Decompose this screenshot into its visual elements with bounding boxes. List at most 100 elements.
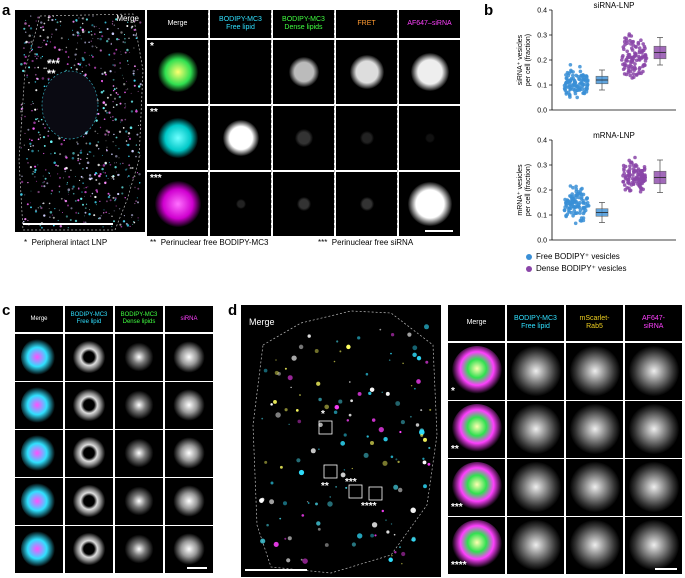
overview-puncta: [115, 92, 118, 94]
overview-puncta: [113, 52, 116, 55]
panel-c-spot: [21, 482, 57, 520]
overview-puncta: [399, 546, 401, 548]
panel-a-tile: [336, 106, 397, 170]
overview-puncta: [47, 79, 50, 81]
overview-puncta: [71, 156, 75, 160]
overview-puncta: [85, 131, 88, 134]
overview-puncta: [85, 186, 88, 189]
chart-point: [643, 46, 647, 51]
overview-puncta: [112, 174, 115, 178]
overview-puncta: [393, 533, 396, 536]
overview-puncta: [135, 200, 137, 203]
overview-puncta: [95, 204, 97, 206]
overview-puncta: [73, 64, 76, 67]
overview-puncta: [34, 169, 36, 171]
chart-point: [568, 206, 572, 210]
overview-puncta: [65, 166, 68, 170]
chart-tick-label: 0.0: [537, 238, 547, 245]
overview-puncta: [121, 186, 124, 189]
panel-a-row-star: ***: [150, 173, 162, 184]
overview-puncta: [290, 386, 292, 389]
overview-puncta: [88, 209, 90, 211]
panel-d-spot: [570, 462, 620, 512]
overview-puncta: [412, 352, 417, 358]
overview-puncta: [59, 225, 63, 228]
chart-point: [578, 69, 583, 74]
panel-a-overview-small-star: *: [111, 174, 115, 185]
overview-puncta: [44, 177, 47, 180]
overview-puncta: [22, 47, 25, 50]
overview-puncta: [119, 102, 122, 105]
overview-puncta: [31, 34, 33, 36]
chart-point: [641, 63, 646, 67]
chart-point: [576, 204, 580, 209]
overview-puncta: [129, 52, 131, 53]
overview-puncta: [19, 110, 23, 113]
chart-point: [643, 178, 647, 183]
chart-point: [643, 175, 647, 180]
overview-puncta: [64, 199, 68, 203]
overview-puncta: [397, 460, 400, 464]
overview-puncta: [107, 37, 110, 41]
overview-puncta: [31, 59, 34, 63]
chart-point: [573, 84, 577, 88]
panel-d-tile: [625, 459, 682, 516]
overview-puncta: [96, 191, 98, 193]
chart-point: [585, 201, 590, 205]
panel-c-tile: [115, 430, 163, 477]
overview-puncta: [45, 169, 47, 171]
overview-puncta: [314, 349, 319, 353]
overview-puncta: [393, 484, 399, 490]
chart-point: [626, 70, 631, 75]
panel-c-header-2: BODIPY-MC3 Free lipid: [65, 306, 113, 332]
overview-puncta: [106, 149, 108, 151]
overview-puncta: [34, 210, 38, 213]
overview-puncta: [105, 211, 108, 214]
overview-puncta: [102, 226, 104, 228]
overview-puncta: [318, 422, 323, 428]
panel-d-overview-star-4: ****: [361, 501, 377, 512]
overview-puncta: [39, 133, 41, 136]
overview-puncta: [90, 177, 93, 180]
overview-puncta: [118, 95, 121, 99]
panel-d-tile: [507, 343, 564, 400]
overview-puncta: [126, 224, 130, 227]
overview-puncta: [39, 205, 42, 208]
panel-c-tile: [15, 382, 63, 429]
chart-point: [585, 86, 589, 91]
overview-puncta: [42, 123, 45, 125]
overview-puncta: [125, 140, 128, 142]
overview-puncta: [410, 384, 413, 387]
overview-puncta: [50, 59, 52, 61]
overview-puncta: [26, 157, 28, 160]
overview-puncta: [324, 543, 329, 547]
overview-puncta: [24, 55, 27, 59]
panel-d-spot: [452, 462, 502, 512]
panel-d-overview-star-1: *: [321, 409, 325, 420]
overview-puncta: [109, 163, 112, 166]
overview-puncta: [108, 194, 111, 197]
overview-puncta: [120, 53, 122, 56]
overview-puncta: [383, 437, 388, 442]
chart-point: [643, 59, 648, 63]
overview-puncta: [35, 53, 39, 56]
overview-puncta: [273, 541, 279, 547]
overview-puncta: [102, 106, 105, 110]
overview-puncta: [82, 177, 84, 179]
overview-puncta: [307, 334, 311, 338]
panel-c-header-1: Merge: [15, 306, 63, 332]
overview-puncta: [105, 200, 108, 203]
panel-c-tile: [65, 478, 113, 525]
overview-puncta: [98, 148, 100, 150]
overview-puncta: [135, 155, 137, 158]
overview-puncta: [107, 192, 110, 195]
overview-puncta: [80, 38, 82, 40]
panel-d-tile: [625, 401, 682, 458]
overview-puncta: [113, 24, 115, 26]
overview-puncta: [131, 167, 134, 169]
panel-c-tile: [115, 478, 163, 525]
panel-c-spot: [21, 434, 57, 472]
panel-c-header-3: BODIPY-MC3 Dense lipids: [115, 306, 163, 332]
overview-puncta: [105, 140, 107, 142]
overview-puncta: [123, 215, 125, 217]
